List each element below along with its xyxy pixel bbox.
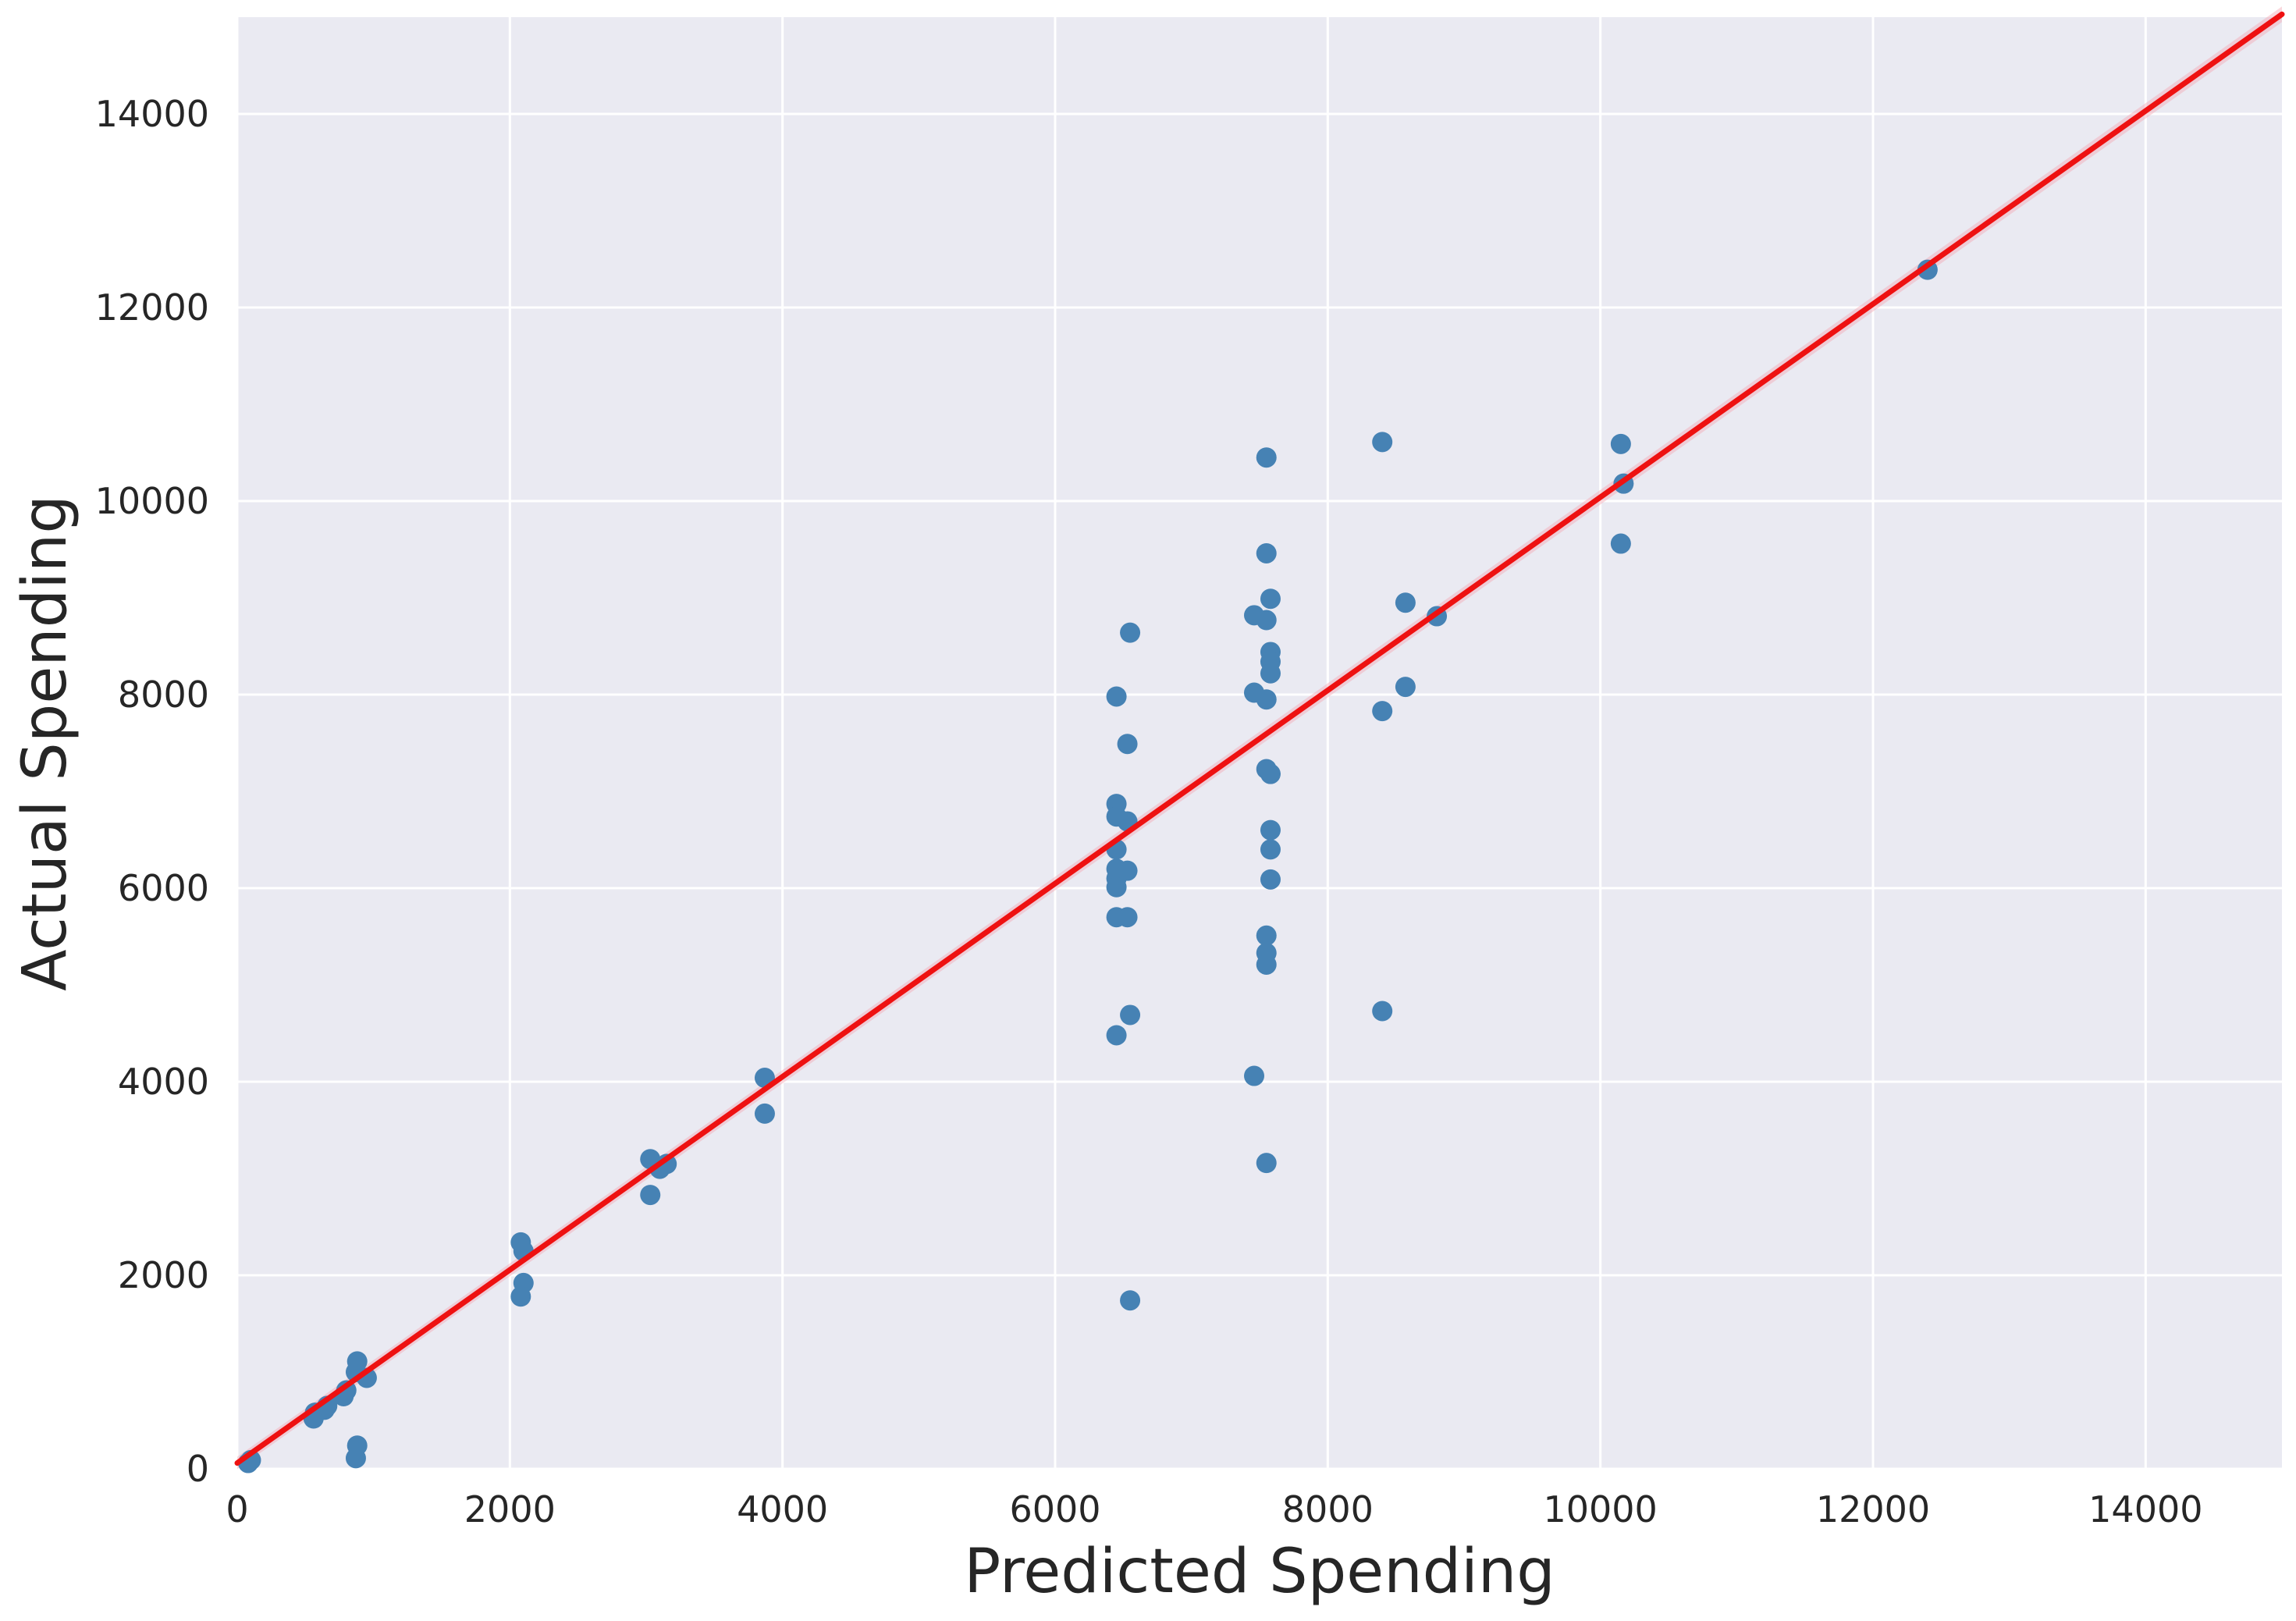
y-tick-label: 0 <box>187 1448 209 1490</box>
data-point <box>1610 433 1631 454</box>
data-point <box>347 1351 368 1372</box>
data-point <box>510 1286 531 1307</box>
y-tick-label: 2000 <box>118 1254 209 1296</box>
x-tick-label: 4000 <box>737 1488 828 1530</box>
data-point <box>1372 1001 1393 1022</box>
data-point <box>1260 663 1281 684</box>
data-point <box>1256 1153 1277 1174</box>
y-tick-label: 8000 <box>118 674 209 716</box>
data-point <box>656 1154 677 1175</box>
data-point <box>1372 432 1393 453</box>
data-point <box>1117 860 1138 881</box>
fit-line <box>234 11 2285 1466</box>
data-points <box>237 259 1938 1473</box>
data-point <box>1256 610 1277 631</box>
data-point <box>1106 686 1127 707</box>
y-axis-label: Actual Spending <box>10 495 80 991</box>
data-point <box>1106 1025 1127 1046</box>
data-point <box>1260 839 1281 860</box>
data-point <box>347 1435 368 1456</box>
x-axis-label: Predicted Spending <box>964 1537 1555 1607</box>
x-tick-label: 10000 <box>1543 1488 1657 1530</box>
data-point <box>1256 954 1277 975</box>
data-point <box>1260 869 1281 890</box>
data-point <box>1395 677 1416 698</box>
data-point <box>1372 701 1393 722</box>
data-point <box>1256 447 1277 468</box>
data-point <box>1256 925 1277 946</box>
data-point <box>1395 592 1416 613</box>
data-point <box>1120 1004 1141 1026</box>
data-point <box>1610 533 1631 554</box>
data-point <box>1260 819 1281 841</box>
data-point <box>1256 542 1277 563</box>
y-tick-label: 10000 <box>95 480 209 522</box>
x-tick-label: 14000 <box>2088 1488 2202 1530</box>
x-tick-label: 0 <box>226 1488 248 1530</box>
x-tick-labels: 0 2000 4000 6000 8000 10000 12000 14000 <box>226 1488 2202 1530</box>
plot-background <box>237 17 2282 1469</box>
data-point <box>1117 734 1138 755</box>
x-tick-label: 8000 <box>1282 1488 1374 1530</box>
data-point <box>1117 907 1138 928</box>
data-point <box>1120 1290 1141 1311</box>
x-tick-label: 2000 <box>464 1488 556 1530</box>
y-tick-label: 14000 <box>95 93 209 135</box>
fit-line-layer <box>234 11 2285 1466</box>
data-point <box>640 1185 661 1206</box>
data-point <box>1260 588 1281 610</box>
data-point <box>1120 622 1141 643</box>
y-tick-labels: 0 2000 4000 6000 8000 10000 12000 14000 <box>95 93 209 1490</box>
data-point <box>754 1103 775 1124</box>
y-tick-label: 4000 <box>118 1061 209 1103</box>
data-point <box>1244 1065 1265 1086</box>
x-tick-label: 12000 <box>1816 1488 1930 1530</box>
y-tick-label: 12000 <box>95 286 209 329</box>
y-tick-label: 6000 <box>118 867 209 909</box>
data-point <box>1260 763 1281 784</box>
data-point <box>1106 876 1127 898</box>
x-tick-label: 6000 <box>1009 1488 1100 1530</box>
data-point <box>1256 689 1277 710</box>
